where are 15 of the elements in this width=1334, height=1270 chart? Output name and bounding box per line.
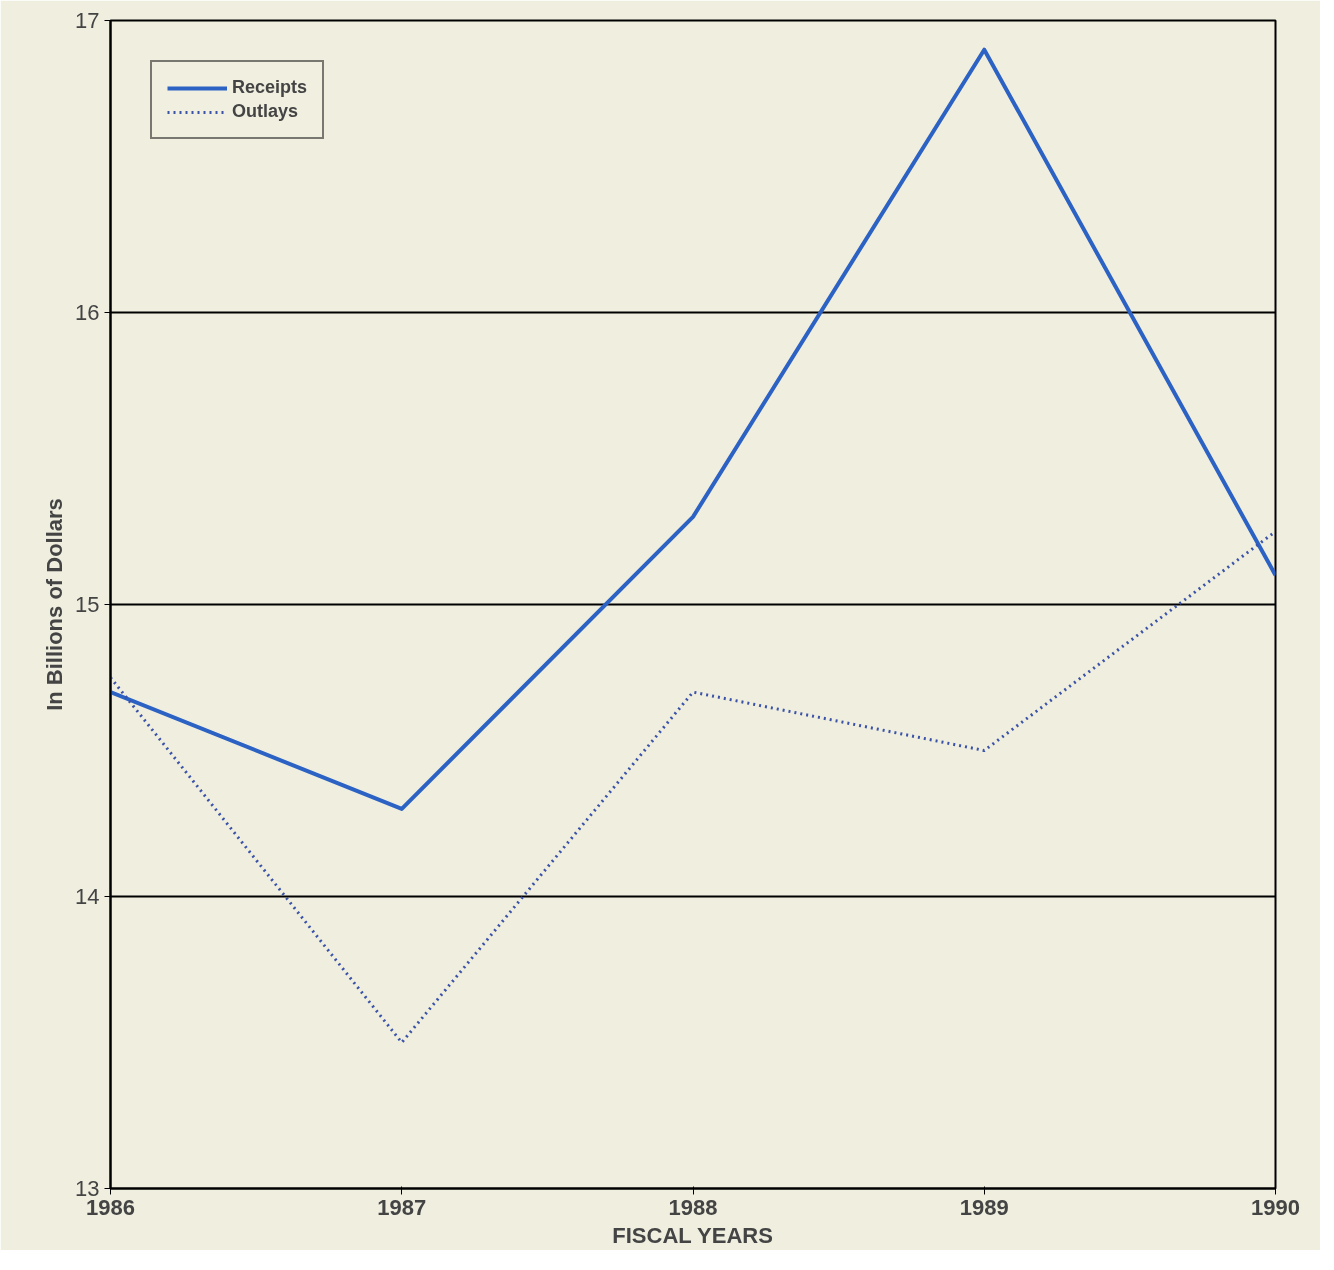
y-axis-title: In Billions of Dollars bbox=[42, 498, 68, 711]
y-tick-label: 14 bbox=[75, 884, 100, 909]
line-series bbox=[110, 47, 1276, 811]
x-tick-label: 1988 bbox=[668, 1194, 718, 1220]
line-series bbox=[110, 530, 1276, 1044]
x-axis-title: FISCAL YEARS bbox=[612, 1222, 773, 1248]
x-tick-label: 1990 bbox=[1251, 1194, 1300, 1220]
legend-label: Outlays bbox=[232, 101, 299, 122]
x-tick-label: 1987 bbox=[377, 1194, 427, 1220]
y-tick-label: 15 bbox=[75, 592, 100, 617]
y-tick-label: 17 bbox=[75, 8, 100, 33]
y-tick-label: 13 bbox=[75, 1176, 100, 1201]
y-tick-label: 16 bbox=[75, 300, 100, 325]
x-tick-label: 1989 bbox=[959, 1194, 1009, 1220]
legend-label: Receipts bbox=[232, 77, 308, 98]
